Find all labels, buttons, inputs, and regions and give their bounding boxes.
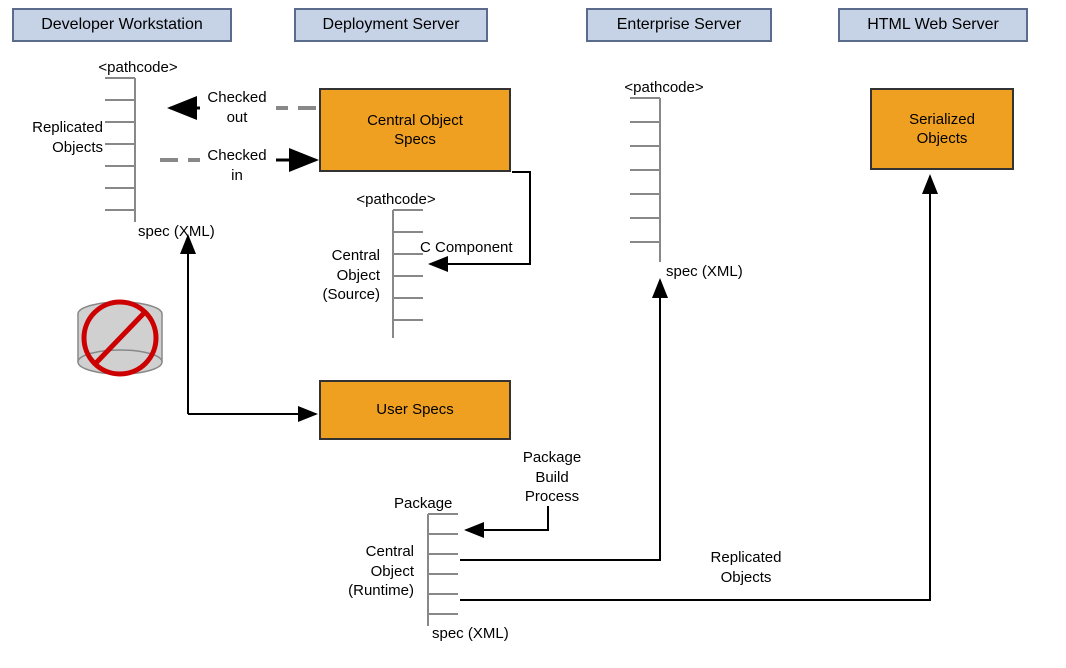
label-pathcode-ent: <pathcode>: [604, 78, 724, 98]
architecture-diagram: Developer Workstation Deployment Server …: [0, 0, 1066, 668]
box-user-specs: User Specs: [319, 380, 511, 440]
label-pathcode-dep: <pathcode>: [336, 190, 456, 210]
header-deployment-server: Deployment Server: [294, 8, 488, 42]
label-checked-in: Checkedin: [192, 146, 282, 185]
label-spec-xml-ent: spec (XML): [666, 262, 786, 282]
label-package: Package: [394, 494, 484, 514]
label-central-object-source: CentralObject(Source): [300, 246, 380, 305]
box-central-object-specs: Central ObjectSpecs: [319, 88, 511, 172]
ticks-dev: [105, 78, 135, 222]
header-label: Enterprise Server: [617, 16, 742, 33]
ticks-ent: [630, 98, 660, 262]
header-label: HTML Web Server: [867, 16, 999, 33]
box-serialized-objects: SerializedObjects: [870, 88, 1014, 170]
box-label: SerializedObjects: [909, 110, 975, 149]
label-spec-xml-dev: spec (XML): [138, 222, 258, 242]
label-replicated-objects-dev: ReplicatedObjects: [8, 118, 103, 157]
arrow-spec-to-userspecs: [188, 236, 316, 414]
ticks-dep-source: [393, 210, 423, 338]
label-package-build-process: PackageBuildProcess: [502, 448, 602, 507]
label-replicated-objects-arrow: ReplicatedObjects: [686, 548, 806, 587]
label-checked-out: Checkedout: [192, 88, 282, 127]
header-html-web-server: HTML Web Server: [838, 8, 1028, 42]
label-spec-xml-dep2: spec (XML): [432, 624, 552, 644]
ticks-dep-runtime: [428, 514, 458, 626]
header-enterprise-server: Enterprise Server: [586, 8, 772, 42]
db-label: E1LOCAL: [98, 338, 139, 348]
box-label: Central ObjectSpecs: [367, 111, 463, 150]
header-label: Deployment Server: [323, 16, 460, 33]
box-label: User Specs: [376, 400, 454, 420]
header-label: Developer Workstation: [41, 16, 203, 33]
header-developer-workstation: Developer Workstation: [12, 8, 232, 42]
label-central-object-runtime: CentralObject(Runtime): [324, 542, 414, 601]
label-pathcode-dev: <pathcode>: [78, 58, 198, 78]
label-c-component: C Component: [420, 238, 550, 258]
